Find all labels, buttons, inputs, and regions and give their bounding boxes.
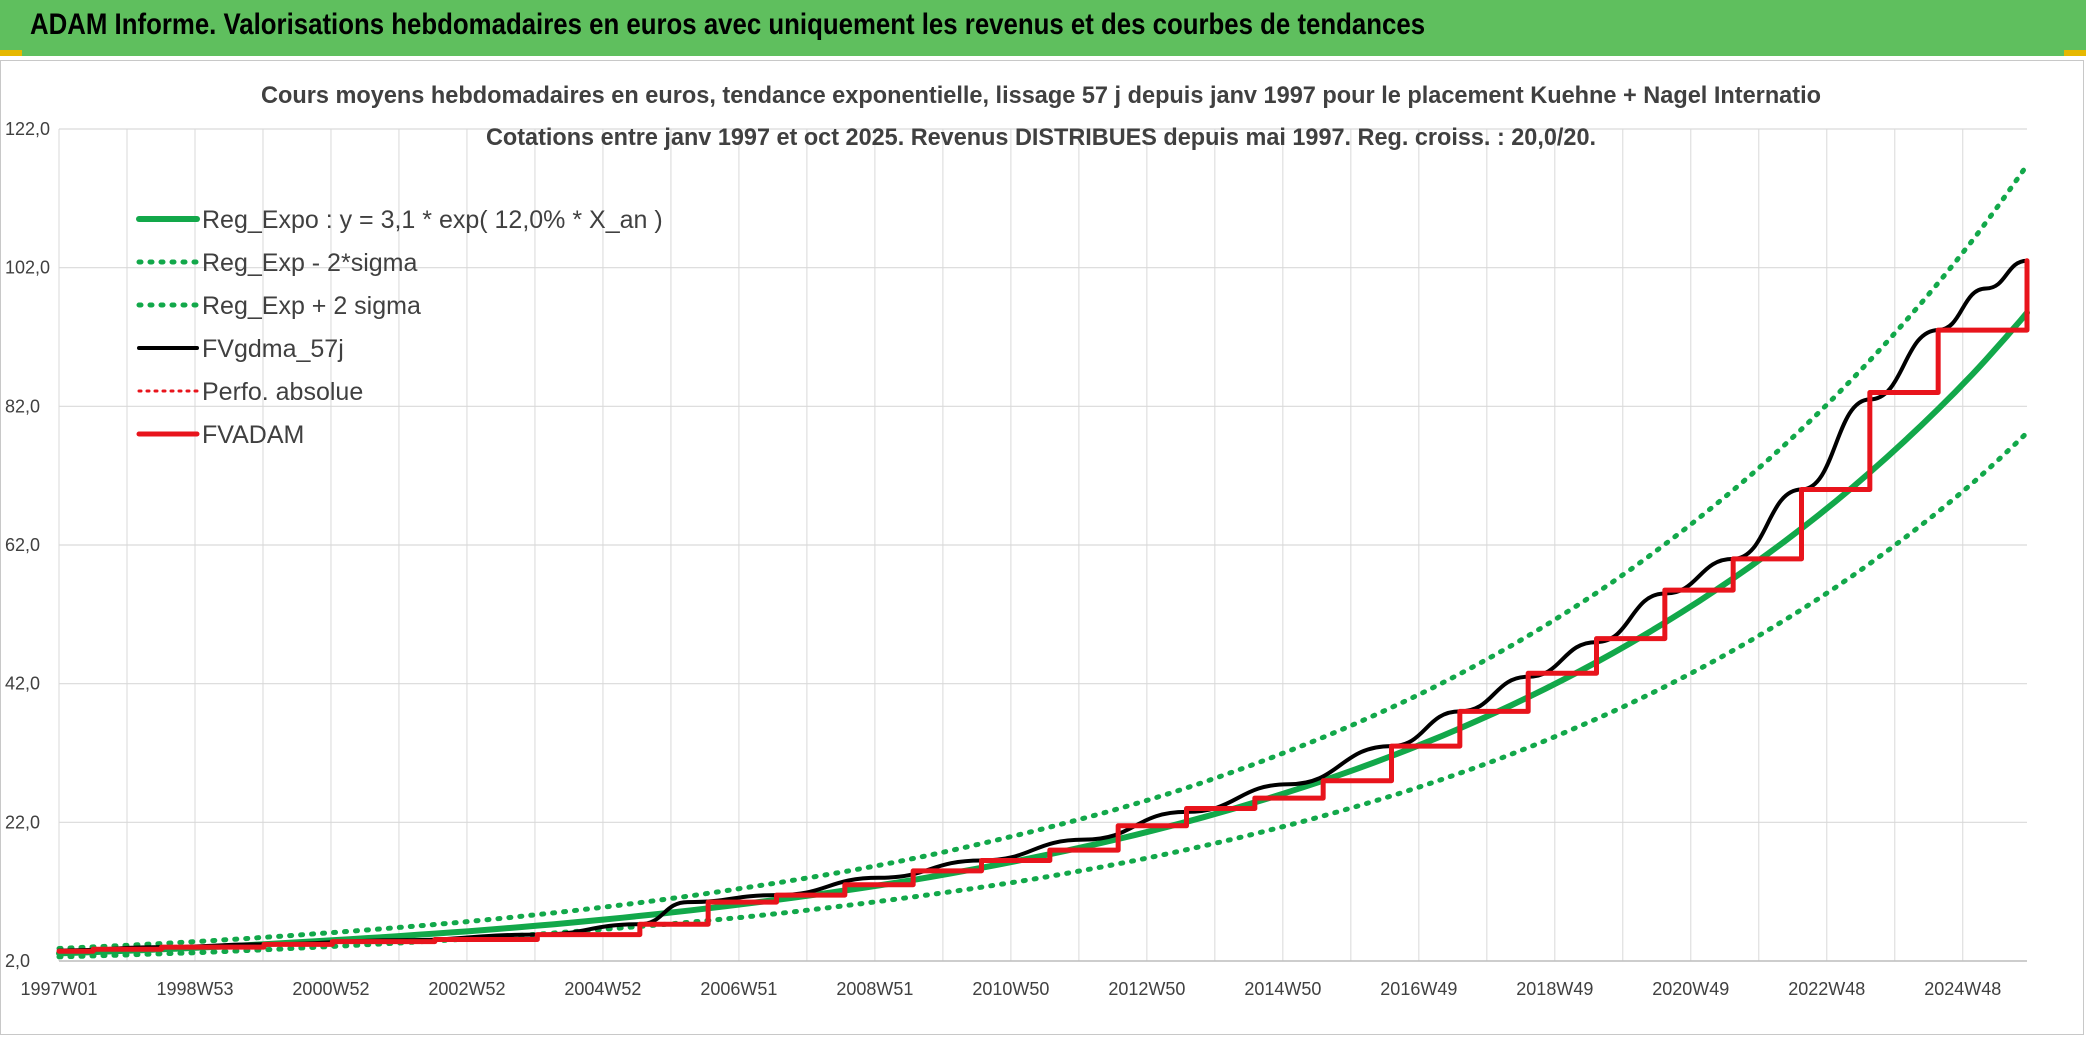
x-tick-label: 2022W48: [1788, 979, 1865, 999]
x-tick-label: 2000W52: [292, 979, 369, 999]
y-tick-label: 62,0: [5, 535, 40, 555]
legend: Reg_Expo : y = 3,1 * exp( 12,0% * X_an )…: [136, 206, 663, 449]
x-tick-label: 2018W49: [1516, 979, 1593, 999]
y-tick-label: 22,0: [5, 812, 40, 832]
page-header: ADAM Informe. Valorisations hebdomadaire…: [0, 0, 2086, 56]
y-tick-label: 82,0: [5, 396, 40, 416]
grid-layer: [58, 128, 2027, 962]
y-tick-label: 122,0: [5, 119, 50, 139]
legend-label-5: FVADAM: [202, 421, 304, 449]
series-layer: [56, 162, 2030, 960]
x-tick-label: 2008W51: [836, 979, 913, 999]
x-tick-label: 1997W01: [20, 979, 97, 999]
chart-frame: Cours moyens hebdomadaires en euros, ten…: [0, 60, 2084, 1035]
y-tick-layer: 2,0 22,0 42,0 62,0 82,0 102,0 122,0: [5, 119, 50, 971]
legend-label-3: FVgdma_57j: [202, 335, 344, 363]
series-line-1: [56, 430, 2030, 960]
x-tick-label: 2002W52: [428, 979, 505, 999]
series-line-0: [56, 309, 2030, 957]
series-line-3: [57, 258, 2029, 953]
x-tick-label: 2016W49: [1380, 979, 1457, 999]
legend-label-4: Perfo. absolue: [202, 378, 363, 406]
header-accent-right: [2064, 50, 2086, 56]
y-tick-label: 2,0: [5, 951, 30, 971]
chart-title: Cours moyens hebdomadaires en euros, ten…: [261, 82, 1821, 109]
header-accent-left: [0, 50, 22, 56]
x-tick-label: 2010W50: [972, 979, 1049, 999]
x-tick-label: 2014W50: [1244, 979, 1321, 999]
legend-label-0: Reg_Expo : y = 3,1 * exp( 12,0% * X_an ): [202, 206, 663, 234]
legend-label-1: Reg_Exp - 2*sigma: [202, 249, 417, 277]
x-tick-label: 2012W50: [1108, 979, 1185, 999]
legend-label-2: Reg_Exp + 2 sigma: [202, 292, 421, 320]
chart-svg: Cours moyens hebdomadaires en euros, ten…: [5, 82, 2030, 999]
series-line-5: [56, 258, 2030, 954]
y-tick-label: 42,0: [5, 674, 40, 694]
x-tick-label: 1998W53: [156, 979, 233, 999]
header-title: ADAM Informe. Valorisations hebdomadaire…: [30, 8, 1426, 41]
series-line-2: [56, 162, 2030, 951]
x-tick-label: 2004W52: [564, 979, 641, 999]
x-tick-layer: 1997W01 1998W53 2000W52 2002W52 2004W52 2006W…: [20, 979, 2001, 999]
chart-subtitle: Cotations entre janv 1997 et oct 2025. R…: [486, 124, 1596, 151]
y-tick-label: 102,0: [5, 258, 50, 278]
x-tick-label: 2006W51: [700, 979, 777, 999]
x-tick-label: 2020W49: [1652, 979, 1729, 999]
x-tick-label: 2024W48: [1924, 979, 2001, 999]
